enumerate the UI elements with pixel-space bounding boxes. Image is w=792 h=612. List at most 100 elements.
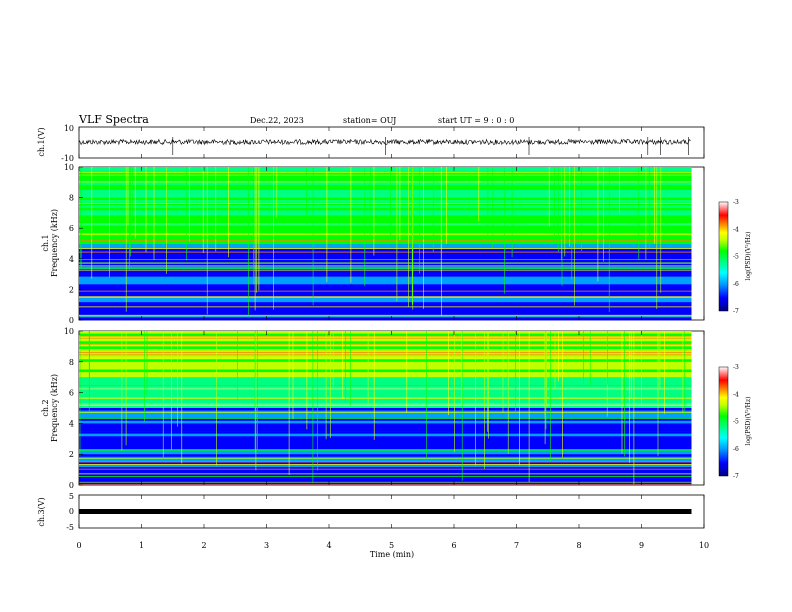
ch1-waveform-ylabel: ch.1(V) — [37, 127, 46, 156]
colorbar-tick-label: -6 — [733, 446, 739, 453]
spectrogram-band — [79, 467, 692, 470]
spectrogram-band — [79, 428, 692, 432]
spectrogram-band — [79, 341, 692, 345]
ch1-waveform-trace — [78, 137, 691, 155]
spectrogram-band — [79, 461, 692, 465]
spectrogram-band — [79, 397, 692, 401]
time-axis-label: Time (min) — [370, 550, 414, 559]
spectrogram-band — [79, 348, 692, 352]
spectrogram-band — [79, 212, 692, 216]
spectrogram-band — [79, 243, 692, 247]
spectrogram-band — [79, 263, 692, 267]
spectrogram-band — [79, 441, 692, 445]
ch1-spectrogram-yticks: 0 2 4 6 8 10 — [64, 163, 83, 325]
spectrogram-band — [79, 169, 692, 173]
spectrogram-band — [79, 469, 692, 473]
spectrogram-band — [79, 482, 692, 486]
date-label: Dec.22, 2023 — [250, 116, 304, 125]
spectrogram-band — [79, 172, 692, 175]
spectrogram-band — [79, 218, 692, 221]
colorbar-tick-label: -5 — [733, 419, 739, 426]
spectrogram-band — [79, 215, 692, 219]
spectrogram-band — [79, 338, 692, 342]
spectrogram-band — [79, 207, 692, 211]
spectrogram-band — [79, 182, 692, 186]
spectrogram-band — [79, 251, 692, 254]
spectrogram-band — [79, 223, 692, 226]
colorbar-tick-label: -7 — [733, 308, 739, 315]
spectrogram-band — [79, 307, 692, 311]
spectrogram-band — [79, 235, 692, 239]
spectrogram-band — [79, 179, 692, 183]
spectrogram-band — [79, 423, 692, 427]
spectrogram-band — [79, 294, 692, 298]
time-tick-label: 6 — [451, 541, 456, 550]
spectrogram-band — [79, 284, 692, 288]
ch3-waveform-trace — [79, 509, 692, 514]
spectrogram-band — [79, 359, 692, 363]
freq-tick-label: 2 — [69, 450, 74, 459]
colorbar-tick-label: -7 — [733, 473, 739, 480]
spectrogram-band — [79, 210, 692, 214]
spectrogram-band — [79, 195, 692, 198]
spectrogram-band — [79, 177, 692, 181]
spectrogram-band — [79, 174, 692, 178]
spectrogram-band — [79, 225, 692, 229]
spectrogram-band — [79, 408, 692, 411]
ch2-spectrogram-panel: ch.2 Frequency (kHz) 0 2 4 6 8 10 — [41, 327, 705, 490]
time-tick-label: 5 — [389, 541, 394, 550]
spectrogram-band — [79, 167, 692, 170]
spectrogram-band — [79, 346, 692, 350]
figure-title: VLF Spectra — [78, 113, 149, 126]
freq-tick-label: 6 — [69, 224, 74, 233]
ch2-spectrogram-yticks: 0 2 4 6 8 10 — [64, 327, 83, 490]
spectrogram-band — [79, 418, 692, 422]
ch3-ytick-top: 5 — [69, 492, 74, 501]
spectrogram-band — [79, 354, 692, 357]
spectrogram-band — [79, 279, 692, 283]
ch3-ytick-bottom: -5 — [66, 523, 74, 532]
spectrogram-band — [79, 384, 692, 388]
spectrogram-band — [79, 230, 692, 234]
spectrogram-band — [79, 302, 692, 305]
spectrogram-band — [79, 479, 692, 483]
time-tick-label: 3 — [264, 541, 269, 550]
time-tick-label: 2 — [201, 541, 206, 550]
spectrogram-band — [79, 184, 692, 188]
freq-tick-label: 0 — [69, 316, 74, 325]
spectrogram-band — [79, 364, 692, 368]
spectrogram-band — [79, 256, 692, 260]
spectrogram-band — [79, 281, 692, 285]
spectrogram-band — [79, 392, 692, 396]
ch3-waveform-panel: ch.3(V) 5 0 -5 — [37, 492, 705, 532]
spectrogram-band — [79, 415, 692, 419]
spectrogram-band — [79, 299, 692, 303]
spectrogram-band — [79, 425, 692, 429]
spectrogram-band — [79, 220, 692, 224]
spectrogram-band — [79, 451, 692, 455]
spectrogram-band — [79, 291, 692, 295]
colorbar-tick-label: -3 — [733, 364, 739, 371]
spectrogram-band — [79, 297, 692, 300]
spectrogram-band — [79, 317, 692, 321]
spectrogram-band — [79, 333, 692, 337]
spectrogram-band — [79, 274, 692, 277]
ch2-spectrogram-ylabel-1: ch.2 — [41, 399, 50, 416]
ch1-colorbar: -3 -4 -5 -6 -7 log(PSD)(V²/Hz) — [718, 199, 752, 315]
spectrogram-band — [79, 258, 692, 262]
ch1-spectrogram-image — [79, 167, 692, 321]
ch1-spectrogram-panel: ch.1 Frequency (kHz) 0 2 4 6 8 10 — [41, 163, 705, 325]
time-tick-label: 10 — [699, 541, 709, 550]
spectrogram-band — [79, 286, 692, 290]
spectrogram-band — [79, 248, 692, 252]
spectrogram-band — [79, 200, 692, 203]
spectrogram-band — [79, 276, 692, 280]
spectrogram-band — [79, 304, 692, 308]
spectrogram-band — [79, 402, 692, 406]
spectrogram-band — [79, 238, 692, 242]
spectrogram-band — [79, 253, 692, 257]
spectrogram-band — [79, 374, 692, 378]
colorbar-tick-label: -3 — [733, 199, 739, 206]
spectrogram-band — [79, 464, 692, 468]
